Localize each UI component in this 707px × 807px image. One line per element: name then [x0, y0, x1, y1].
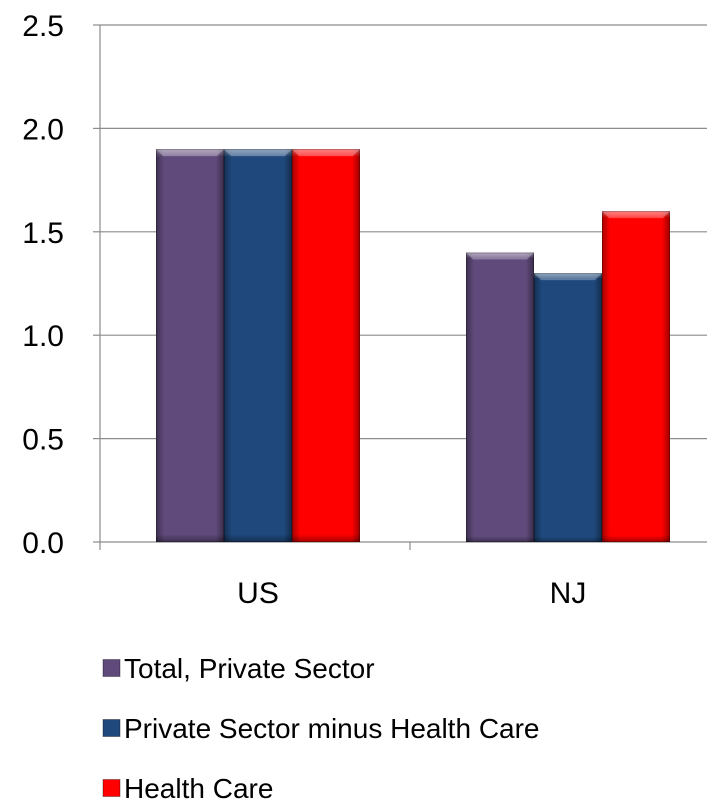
bar-bevel-top	[466, 252, 534, 543]
bar	[534, 273, 602, 542]
y-tick-label: 0.0	[22, 527, 64, 560]
bar	[602, 211, 670, 542]
bar-outline	[466, 252, 534, 542]
bar	[156, 149, 224, 543]
bar-outline	[224, 149, 292, 543]
bar	[224, 149, 292, 543]
legend: Total, Private Sector Private Sector minu…	[102, 653, 540, 804]
x-category-label: NJ	[550, 577, 587, 610]
legend-item: Total, Private Sector	[102, 653, 375, 684]
y-tick-label: 1.0	[22, 320, 64, 353]
bar-bevel-highlight	[534, 273, 602, 281]
bars	[156, 149, 670, 543]
bar-bevel-top	[292, 149, 360, 542]
bar-bevel-top	[156, 149, 224, 542]
bar-bevel-top	[224, 149, 292, 542]
bar-bevel-top	[602, 211, 670, 542]
legend-swatch	[102, 719, 121, 737]
bar-bevel-top	[534, 273, 602, 542]
y-tick-labels: 0.0 0.5 1.0 1.5 2.0 2.5	[22, 10, 64, 560]
bar	[466, 252, 534, 543]
bar-bevel-highlight	[292, 149, 360, 157]
category-labels: US NJ	[237, 577, 586, 610]
legend-item: Private Sector minus Health Care	[102, 713, 540, 744]
bar	[292, 149, 360, 543]
legend-swatch	[102, 659, 121, 677]
y-tick-label: 2.5	[22, 10, 64, 43]
legend-label: Health Care	[124, 773, 273, 802]
bar-outline	[602, 211, 670, 542]
bar-bevel-highlight	[602, 211, 670, 219]
legend-item: Health Care	[102, 773, 273, 804]
y-tick-label: 0.5	[22, 424, 64, 457]
legend-swatch	[102, 779, 121, 797]
bar-outline	[292, 149, 360, 543]
x-category-label: US	[237, 577, 279, 610]
bar-bevel-highlight	[466, 252, 534, 260]
bar-bevel-highlight	[224, 149, 292, 157]
bar-outline	[534, 273, 602, 542]
legend-label: Private Sector minus Health Care	[124, 713, 540, 744]
y-tick-label: 2.0	[22, 113, 64, 146]
y-tick-label: 1.5	[22, 217, 64, 250]
legend-label: Total, Private Sector	[124, 653, 375, 684]
bar-bevel-highlight	[156, 149, 224, 157]
bar-outline	[156, 149, 224, 543]
